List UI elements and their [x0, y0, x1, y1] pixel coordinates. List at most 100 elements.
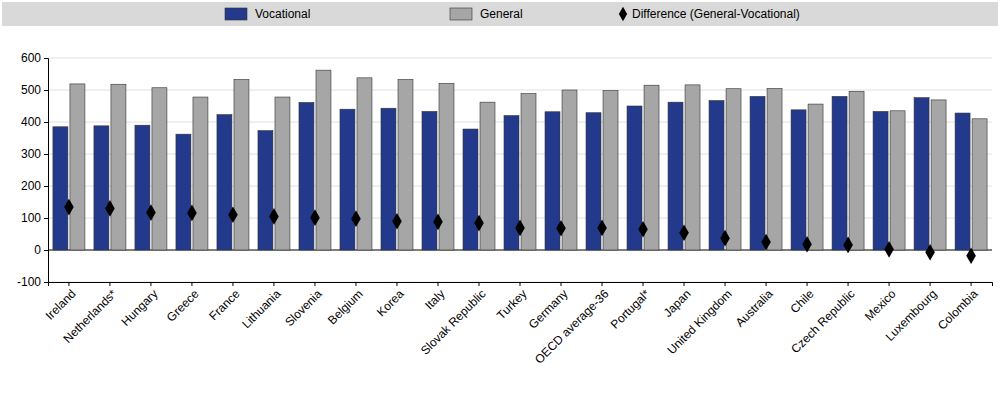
marker — [392, 213, 402, 230]
y-tick: -100 — [17, 275, 48, 289]
x-tick: Colombia — [935, 282, 981, 333]
x-tick-mark — [889, 282, 890, 286]
x-tick-label: Colombia — [935, 287, 981, 333]
bar — [890, 111, 905, 250]
x-tick: Australia — [733, 282, 776, 330]
marker — [884, 241, 894, 258]
grid-line — [48, 58, 992, 59]
legend-swatch — [619, 7, 627, 21]
bar-series — [70, 70, 987, 250]
y-axis-line — [44, 59, 49, 283]
y-tick-mark — [44, 186, 48, 187]
x-tick-label: Japan — [661, 287, 694, 320]
x-tick: Mexico — [862, 282, 899, 324]
x-tick: Lithuania — [239, 282, 284, 331]
y-tick-mark — [44, 122, 48, 123]
x-tick: Greece — [164, 282, 202, 325]
y-tick-label: 600 — [21, 51, 41, 65]
x-tick-mark — [766, 282, 767, 286]
x-tick-mark — [478, 282, 479, 286]
x-tick: France — [206, 282, 243, 323]
bar — [832, 96, 847, 250]
x-tick-mark — [437, 282, 438, 286]
bar — [398, 79, 413, 250]
y-tick: 200 — [21, 179, 48, 193]
y-tick-mark — [44, 90, 48, 91]
x-tick: Italy — [422, 282, 447, 312]
bar — [972, 119, 987, 250]
x-tick-mark — [396, 282, 397, 286]
y-tick: 100 — [21, 211, 48, 225]
marker — [515, 220, 525, 237]
plot: -1000100200300400500600IrelandNetherland… — [17, 51, 993, 366]
bar — [193, 97, 208, 250]
bar — [135, 125, 150, 250]
chart: -1000100200300400500600IrelandNetherland… — [0, 0, 1000, 410]
marker — [187, 205, 197, 222]
y-tick: 300 — [21, 147, 48, 161]
legend-label: Vocational — [255, 7, 310, 21]
y-tick-mark — [44, 58, 48, 59]
x-tick-mark — [725, 282, 726, 286]
x-tick-mark — [355, 282, 356, 286]
x-tick-label: Mexico — [862, 287, 899, 324]
marker — [146, 204, 156, 221]
marker — [474, 215, 484, 232]
x-tick: Czech Republic — [788, 282, 857, 356]
x-tick-label: France — [206, 287, 243, 324]
y-tick-mark — [44, 282, 48, 283]
legend-item: Difference (General-Vocational) — [619, 7, 800, 21]
legend-swatch — [450, 8, 472, 20]
y-tick-label: -100 — [17, 275, 41, 289]
y-tick-label: 400 — [21, 115, 41, 129]
grid — [48, 58, 992, 282]
x-tick-label: Czech Republic — [788, 287, 857, 356]
x-tick-mark — [150, 282, 151, 286]
x-tick-label: Belgium — [325, 287, 366, 328]
bar — [234, 79, 249, 250]
bar — [480, 102, 495, 250]
marker — [228, 206, 238, 223]
bar-series — [53, 96, 970, 250]
x-tick-label: Italy — [422, 287, 447, 312]
y-tick-mark — [44, 154, 48, 155]
bar — [808, 104, 823, 250]
x-tick-label: Ireland — [43, 287, 79, 323]
bar — [791, 110, 806, 250]
x-tick: Belgium — [325, 282, 366, 327]
x-tick: OECD average-36 — [532, 282, 612, 367]
marker — [556, 220, 566, 237]
bar — [70, 84, 85, 250]
bar — [381, 108, 396, 250]
marker — [966, 247, 976, 264]
x-tick-label: Slovenia — [282, 287, 325, 330]
marker-series — [64, 199, 976, 264]
x-tick: United Kingdom — [664, 282, 734, 357]
x-tick-label: Lithuania — [239, 287, 284, 332]
y-tick-label: 0 — [34, 243, 41, 257]
bar — [53, 127, 68, 250]
bar — [111, 84, 126, 250]
legend-swatch — [225, 8, 247, 20]
bar — [439, 83, 454, 250]
bar — [914, 98, 929, 250]
x-tick-mark — [561, 282, 562, 286]
x-tick-mark — [971, 282, 972, 286]
x-tick-mark — [602, 282, 603, 286]
x-tick-mark — [807, 282, 808, 286]
bar — [726, 89, 741, 250]
marker — [597, 220, 607, 237]
bar — [685, 85, 700, 250]
x-tick-mark — [109, 282, 110, 286]
x-tick: Netherlands* — [61, 282, 120, 346]
bar — [152, 88, 167, 250]
x-tick: Slovenia — [282, 282, 325, 329]
x-tick-label: United Kingdom — [664, 287, 734, 357]
marker — [720, 230, 730, 247]
x-tick: Korea — [374, 282, 407, 319]
x-tick-label: Korea — [374, 287, 407, 320]
x-tick-mark — [273, 282, 274, 286]
x-tick: Hungary — [119, 282, 161, 329]
bar — [340, 109, 355, 250]
bar — [275, 97, 290, 250]
